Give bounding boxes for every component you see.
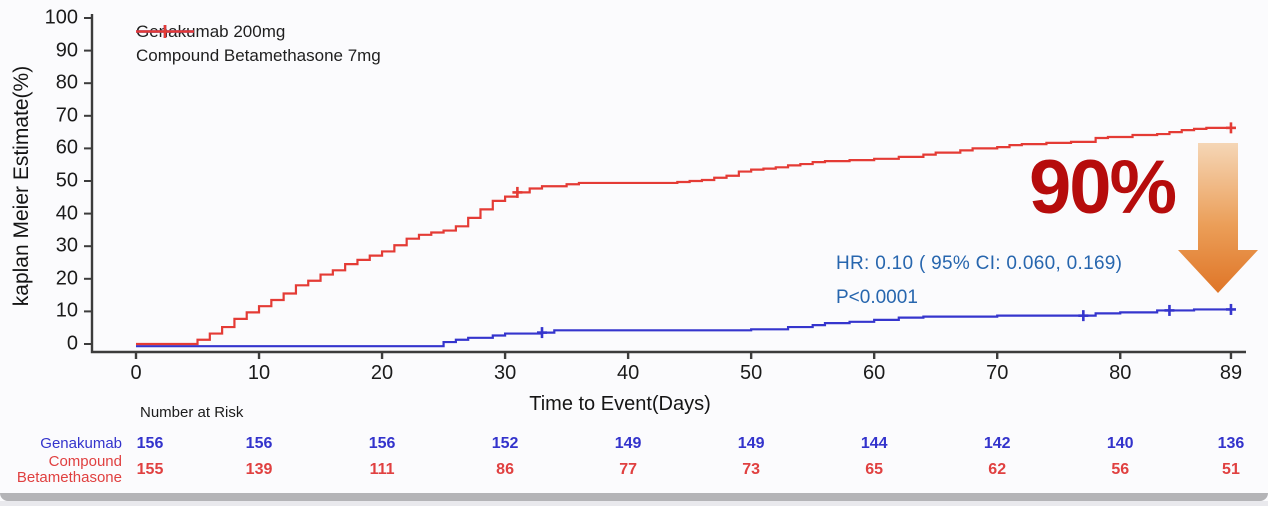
y-tick-label: 70 <box>55 104 78 127</box>
risk-value: 51 <box>1222 461 1240 478</box>
y-tick-label: 40 <box>55 202 78 225</box>
risk-value: 149 <box>614 435 642 452</box>
risk-value: 149 <box>737 435 765 452</box>
y-tick-label: 60 <box>55 136 78 159</box>
risk-value: 156 <box>136 435 164 452</box>
y-tick-label: 0 <box>66 332 78 355</box>
risk-value: 144 <box>860 435 888 452</box>
risk-value: 140 <box>1106 435 1134 452</box>
y-tick-label: 90 <box>55 39 78 62</box>
legend-item-1: Compound Betamethasone 7mg <box>136 25 381 65</box>
risk-table-title: Number at Risk <box>140 404 244 421</box>
risk-row-label: Genakumab <box>40 435 122 452</box>
axes <box>84 14 1246 359</box>
risk-value: 56 <box>1111 461 1130 478</box>
risk-value: 156 <box>368 435 396 452</box>
risk-value: 77 <box>619 461 638 478</box>
risk-value: 152 <box>491 435 519 452</box>
y-tick-label: 10 <box>55 299 78 322</box>
risk-value: 73 <box>742 461 761 478</box>
slide-footer-shadow <box>0 501 1268 506</box>
highlight-90-percent-label: 90% <box>1028 145 1177 230</box>
x-tick-label: 30 <box>493 362 517 384</box>
hazard-ratio-annotation: HR: 0.10 ( 95% CI: 0.060, 0.169) <box>836 253 1123 274</box>
legend-line-plus-icon <box>136 25 194 38</box>
y-tick-label: 80 <box>55 71 78 94</box>
risk-value: 155 <box>136 461 164 478</box>
risk-value: 136 <box>1217 435 1245 452</box>
down-arrow-icon <box>1178 143 1258 293</box>
chart-legend: Genakumab 200mg Compound Betamethasone 7… <box>136 21 381 65</box>
slide-footer-bar <box>0 493 1268 501</box>
risk-value: 65 <box>865 461 884 478</box>
x-tick-label: 50 <box>740 362 763 384</box>
p-value-annotation: P<0.0001 <box>836 287 918 308</box>
x-tick-label: 20 <box>370 362 394 384</box>
legend-label: Compound Betamethasone 7mg <box>136 45 381 65</box>
x-axis-title: Time to Event(Days) <box>529 393 711 415</box>
y-tick-label: 100 <box>44 6 78 29</box>
y-tick-label: 50 <box>55 169 78 192</box>
x-tick-label: 70 <box>986 362 1009 384</box>
x-tick-label: 10 <box>247 362 271 384</box>
risk-value: 139 <box>245 461 273 478</box>
x-tick-label: 60 <box>863 362 886 384</box>
x-tick-label: 0 <box>130 362 142 384</box>
km-curve-betamethasone <box>136 122 1236 346</box>
x-tick-label: 40 <box>616 362 640 384</box>
risk-value: 111 <box>369 461 395 478</box>
x-tick-label: 89 <box>1219 362 1243 384</box>
risk-value: 86 <box>496 461 514 478</box>
legend-label: Genakumab 200mg <box>136 21 286 41</box>
y-tick-label: 30 <box>55 234 78 257</box>
risk-value: 142 <box>983 435 1011 452</box>
y-tick-label: 20 <box>55 267 78 290</box>
risk-value: 156 <box>245 435 273 452</box>
risk-row-label: Compound Betamethasone <box>16 453 122 486</box>
km-curve-genakumab <box>136 303 1236 348</box>
x-tick-label: 80 <box>1109 362 1132 384</box>
risk-value: 62 <box>988 461 1007 478</box>
